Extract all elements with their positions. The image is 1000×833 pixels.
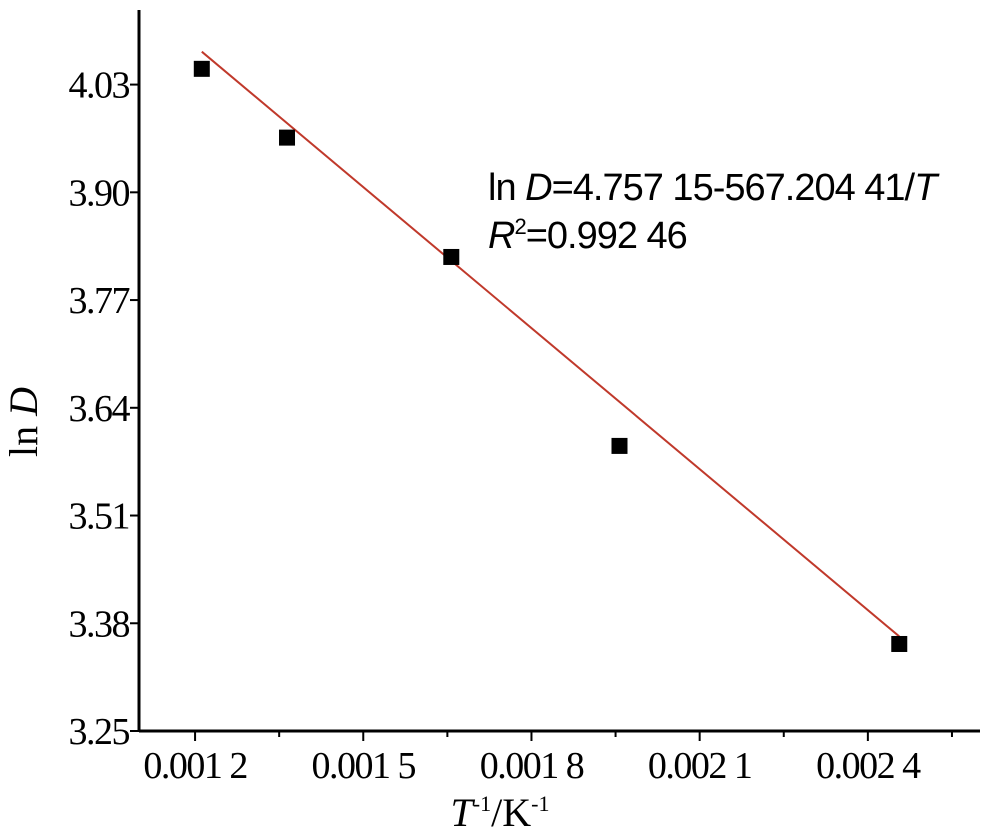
data-point-3 [611,437,628,454]
data-points [193,60,908,652]
x-tick-label-2: 0.001 8 [480,745,584,787]
y-tick-label-6: 4.03 [69,65,130,107]
data-point-4 [891,635,908,652]
x-tick-label-3: 0.002 1 [648,745,752,787]
y-tick-labels: 3.25 3.38 3.51 3.64 3.77 3.90 4.03 [69,65,133,753]
x-tick-labels: 0.001 2 0.001 5 0.001 8 0.002 1 0.002 4 [143,745,922,787]
y-tick-label-5: 3.90 [69,172,130,214]
axis-ticks [130,83,953,741]
y-axis-label: ln D [1,387,46,457]
y-tick-label-4: 3.77 [69,280,130,322]
x-axis-label: T-1/K-1 [451,790,550,833]
x-tick-label-4: 0.002 4 [816,745,921,787]
fit-equation: ln D=4.757 15-567.204 41/T [488,167,940,209]
y-tick-label-2: 3.51 [69,496,130,538]
y-tick-label-1: 3.38 [69,603,130,645]
x-tick-label-1: 0.001 5 [312,745,416,787]
data-point-2 [443,248,460,265]
data-point-1 [279,129,296,146]
r-squared: R2=0.992 46 [488,214,687,257]
y-tick-label-3: 3.64 [69,388,131,430]
data-point-0 [193,60,210,77]
y-tick-label-0: 3.25 [69,711,130,753]
fit-line [201,50,900,638]
x-tick-label-0: 0.001 2 [143,745,247,787]
